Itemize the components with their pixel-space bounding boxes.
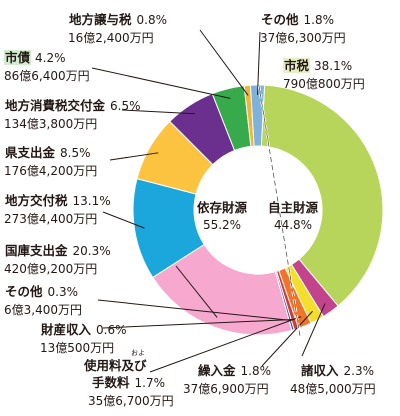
slice-percent: 20.3% — [72, 244, 111, 258]
label-city-bonds: 市債 4.2% 86億6,400万円 — [4, 49, 90, 85]
leader-line-5 — [97, 299, 291, 321]
slice-percent: 2.3% — [343, 364, 375, 378]
label-city-tax: 市税 38.1% 790億800万円 — [283, 57, 365, 93]
slice-amount: 790億800万円 — [283, 77, 365, 91]
ruby-text: およ — [131, 349, 145, 357]
slice-name: 国庫支出金 — [5, 243, 68, 258]
center-value-own: 44.8% — [274, 218, 312, 232]
slice-name: 諸収入 — [301, 363, 339, 378]
slice-percent: 0.8% — [136, 13, 168, 27]
slice-name: その他 — [5, 284, 43, 299]
label-other-dependent: その他 1.8% 37億6,300万円 — [260, 11, 346, 47]
slice-percent: 8.5% — [60, 146, 91, 160]
slice-percent: 13.1% — [72, 194, 111, 208]
slice-percent: 4.2% — [35, 51, 66, 65]
slice-percent: 6.5% — [110, 99, 141, 113]
slice-amount: 273億4,400万円 — [4, 212, 98, 226]
slice-amount: 16億2,400万円 — [68, 31, 154, 45]
leader-lines — [91, 29, 326, 373]
slice-amount: 420億9,200万円 — [4, 262, 98, 276]
center-value-dependent: 55.2% — [203, 218, 241, 232]
label-prefecture-disbursement: 県支出金 8.5% 176億4,200万円 — [4, 144, 97, 180]
slice-percent: 0.3% — [47, 285, 79, 299]
leader-line-3 — [149, 316, 302, 373]
label-local-transfer-tax: 地方譲与税 0.8% 16億2,400万円 — [68, 11, 167, 47]
slice-name: 地方譲与税 — [69, 12, 132, 27]
slice-name: 市税 — [283, 58, 311, 73]
slice-name: その他 — [261, 12, 299, 27]
label-other-own: その他 0.3% 6億3,400万円 — [4, 283, 82, 319]
slice-percent: 38.1% — [314, 59, 353, 73]
slice-amount: 6億3,400万円 — [4, 303, 82, 317]
slice-amount: 35億6,700万円 — [88, 394, 174, 408]
group-divider-line-inner — [258, 85, 301, 337]
slice-name: 市債 — [4, 50, 32, 65]
leader-line-8 — [109, 152, 159, 161]
label-transfer-funds: 繰入金 1.8% 37億6,900万円 — [183, 362, 272, 398]
slice-name-line2: 手数料 — [92, 375, 130, 390]
slice-6 — [152, 243, 293, 336]
label-consumption-tax-grant: 地方消費税交付金 6.5% 134億3,800万円 — [4, 97, 141, 133]
slice-amount: 48億5,000万円 — [290, 382, 376, 396]
leader-line-4 — [102, 318, 294, 329]
center-label-dependent: 依存財源 — [197, 200, 248, 215]
slice-amount: 13億500万円 — [40, 341, 115, 355]
slice-percent: 1.7% — [134, 376, 166, 390]
slice-name-line1: 使用料及び — [84, 358, 147, 373]
leader-line-12 — [257, 31, 261, 96]
leader-line-10 — [91, 67, 231, 99]
label-misc-income: 諸収入 2.3% 48億5,000万円 — [290, 362, 376, 398]
slice-percent: 0.6% — [96, 323, 127, 337]
slice-name: 繰入金 — [198, 363, 236, 378]
leader-line-9 — [121, 109, 196, 115]
slice-0 — [260, 84, 384, 307]
leader-line-7 — [102, 211, 145, 229]
slice-percent: 1.8% — [303, 13, 335, 27]
slice-name: 県支出金 — [5, 145, 56, 160]
donut-slices — [132, 84, 384, 336]
slice-amount: 37億6,900万円 — [183, 382, 269, 396]
slice-name: 地方消費税交付金 — [5, 98, 106, 113]
leader-line-11 — [199, 29, 249, 96]
slice-12 — [249, 84, 266, 147]
leader-line-2 — [261, 310, 313, 367]
center-label-own: 自主財源 — [268, 200, 319, 215]
slice-name: 財産収入 — [41, 322, 92, 337]
label-property-income: 財産収入 0.6% 13億500万円 — [40, 321, 127, 357]
slice-amount: 37億6,300万円 — [260, 31, 346, 45]
slice-amount: 176億4,200万円 — [4, 164, 98, 178]
leader-line-1 — [301, 303, 326, 357]
label-usage-fees: 使用料及び 手数料 1.7% 35億6,700万円 — [83, 357, 174, 410]
leader-line-6 — [175, 265, 218, 318]
slice-amount: 86億6,400万円 — [4, 69, 90, 83]
slice-name: 地方交付税 — [5, 193, 68, 208]
slice-amount: 134億3,800万円 — [4, 117, 98, 131]
label-national-treasury: 国庫支出金 20.3% 420億9,200万円 — [4, 242, 111, 278]
label-local-allocation-tax: 地方交付税 13.1% 273億4,400万円 — [4, 192, 111, 228]
slice-percent: 1.8% — [240, 364, 272, 378]
